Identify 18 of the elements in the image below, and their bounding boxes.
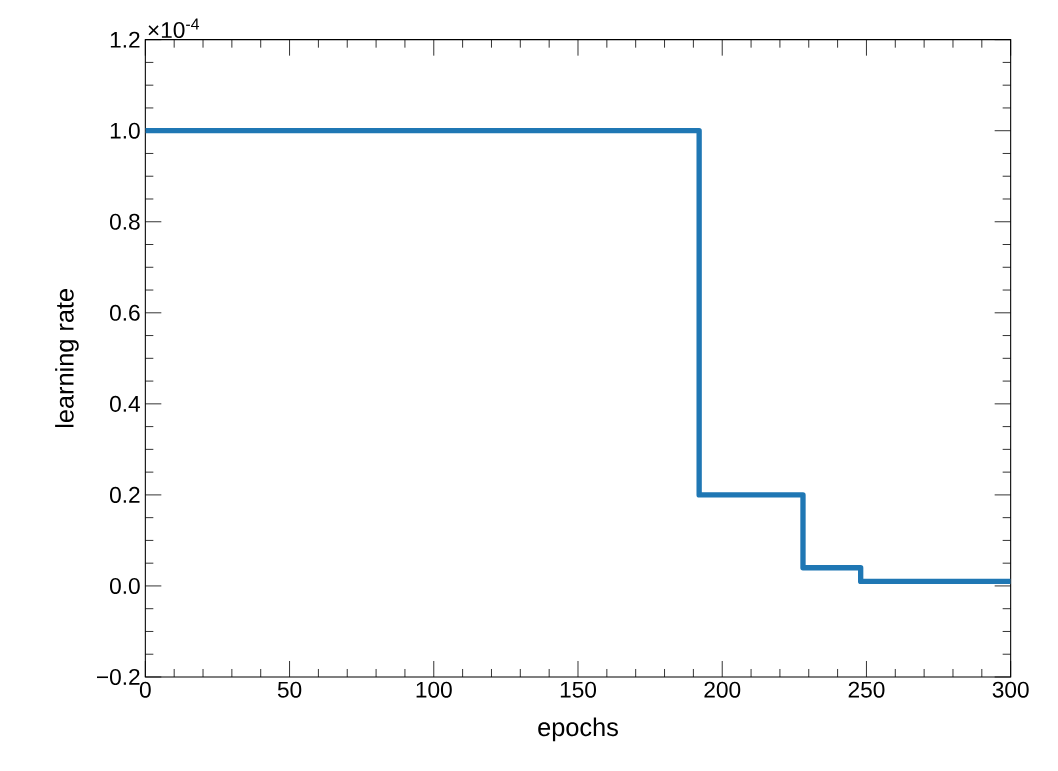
- x-tick-label: 0: [139, 681, 151, 698]
- y-axis-title: learning rate: [55, 289, 79, 428]
- x-tick-label: 200: [704, 681, 741, 698]
- y-tick-label: 1.0: [110, 122, 140, 139]
- y-tick-label: 0.4: [110, 395, 140, 412]
- y-tick-label: 0.8: [110, 213, 140, 230]
- y-tick-label: 0.2: [110, 486, 140, 503]
- x-tick-label: 250: [848, 681, 885, 698]
- x-tick-label: 300: [992, 681, 1029, 698]
- y-tick-label: 0.6: [110, 304, 140, 321]
- text: ×10$^{-4}$: [148, 18, 200, 39]
- y-tick-label: −0.2: [96, 668, 140, 686]
- y-tick-label: 1.2: [110, 31, 140, 48]
- x-tick-label: 150: [560, 681, 597, 698]
- x-tick-label: 50: [277, 681, 302, 698]
- x-tick-label: 100: [416, 681, 452, 698]
- y-tick-label: 0.0: [110, 577, 140, 594]
- x-axis-title: epochs: [538, 717, 618, 742]
